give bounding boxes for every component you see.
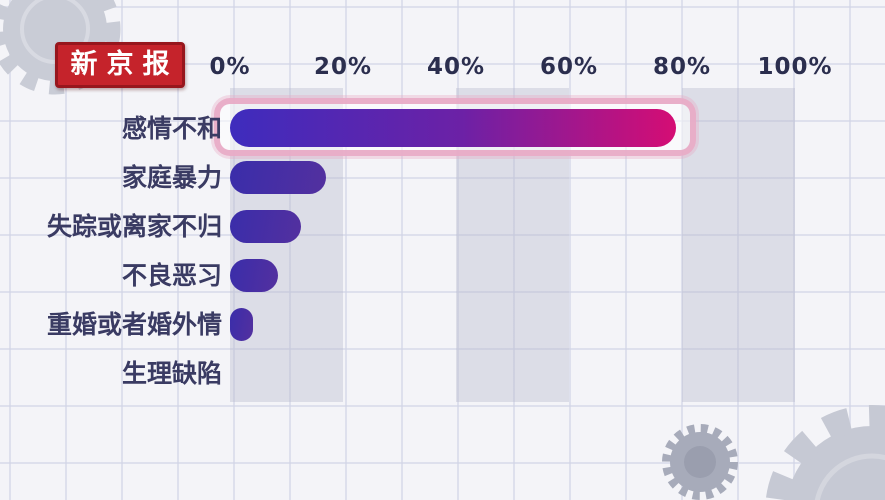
bar [230,109,677,147]
category-label: 不良恶习 [121,261,222,290]
gear-icon [765,405,885,500]
x-tick-label: 100% [757,54,833,80]
bar [230,210,301,243]
category-label: 失踪或离家不归 [46,212,222,241]
x-tick-label: 20% [313,54,373,80]
category-label: 生理缺陷 [121,359,222,388]
bar [230,308,253,341]
bar-row: 生理缺陷 [0,349,885,398]
x-tick-label: 0% [209,54,251,80]
x-tick-label: 40% [426,54,486,80]
bar [230,259,279,292]
background-band [682,88,795,402]
x-tick-label: 80% [652,54,712,80]
bar [230,161,327,194]
bar-row: 重婚或者婚外情 [0,300,885,349]
bar-row: 感情不和 [0,98,885,156]
bar-row: 不良恶习 [0,251,885,300]
category-label: 感情不和 [121,114,222,143]
category-label: 家庭暴力 [121,163,222,192]
broadcaster-logo: 新京报 [55,42,185,88]
bar-row: 家庭暴力 [0,153,885,202]
gear-icon [662,424,738,500]
bar-row: 失踪或离家不归 [0,202,885,251]
category-label: 重婚或者婚外情 [46,310,222,339]
x-tick-label: 60% [539,54,599,80]
